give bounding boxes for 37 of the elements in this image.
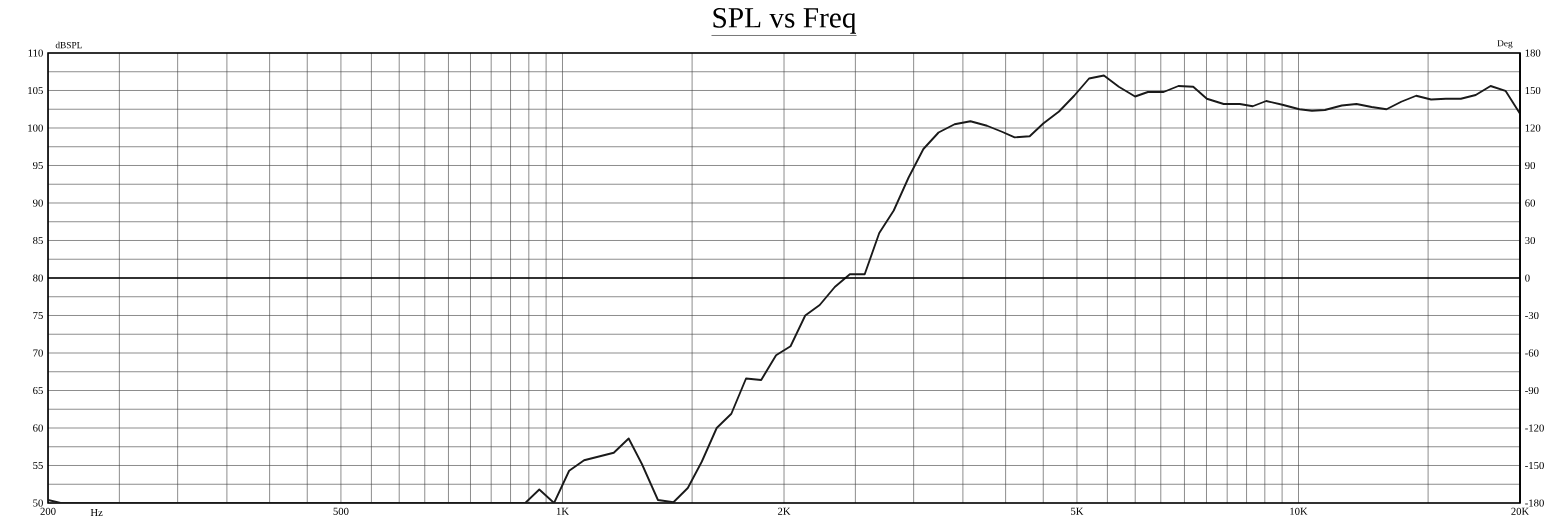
y2-tick-label: 180 bbox=[1525, 49, 1541, 57]
x-axis-title: Hz bbox=[90, 509, 103, 517]
y-tick-label: 65 bbox=[33, 386, 43, 395]
y-tick-label: 60 bbox=[33, 424, 43, 432]
x-tick-label: 10K bbox=[1290, 507, 1308, 515]
y2-tick-label: 60 bbox=[1525, 199, 1536, 207]
x-tick-label: 500 bbox=[333, 507, 349, 515]
x-tick-label: 200 bbox=[40, 507, 56, 515]
chart-title: SPL vs Freq bbox=[713, 7, 856, 34]
y-tick-label: 95 bbox=[32, 161, 43, 170]
x-tick-label: 2K bbox=[777, 507, 791, 515]
y-tick-label: 75 bbox=[33, 311, 43, 320]
y2-tick-label: -90 bbox=[1525, 386, 1539, 395]
y2-tick-label: -180 bbox=[1525, 499, 1544, 507]
y2-tick-label: 0 bbox=[1525, 274, 1530, 282]
y2-tick-label: -30 bbox=[1525, 311, 1539, 320]
y2-axis-title: Deg bbox=[1497, 40, 1513, 49]
y-tick-label: 80 bbox=[33, 274, 43, 282]
y2-tick-label: -150 bbox=[1525, 461, 1544, 470]
y2-tick-label: 90 bbox=[1525, 161, 1536, 170]
y2-tick-label: 150 bbox=[1525, 86, 1541, 95]
y2-tick-label: 30 bbox=[1525, 236, 1536, 245]
x-tick-label: 5K bbox=[1071, 507, 1084, 515]
y2-tick-label: -60 bbox=[1525, 349, 1539, 357]
y-tick-label: 85 bbox=[33, 236, 43, 245]
y-tick-label: 105 bbox=[28, 86, 43, 95]
y2-tick-label: -120 bbox=[1525, 424, 1544, 432]
y-tick-label: 90 bbox=[32, 199, 43, 207]
x-tick-label: 1K bbox=[556, 507, 569, 515]
x-tick-label: 20K bbox=[1511, 507, 1530, 515]
y-tick-label: 55 bbox=[33, 461, 43, 470]
y-tick-label: 50 bbox=[33, 499, 43, 507]
y-axis-title: dBSPL bbox=[55, 41, 82, 49]
y-tick-label: 110 bbox=[28, 49, 43, 57]
y-tick-label: 100 bbox=[28, 124, 43, 132]
y-tick-label: 70 bbox=[33, 349, 43, 357]
y2-tick-label: 120 bbox=[1525, 124, 1541, 132]
